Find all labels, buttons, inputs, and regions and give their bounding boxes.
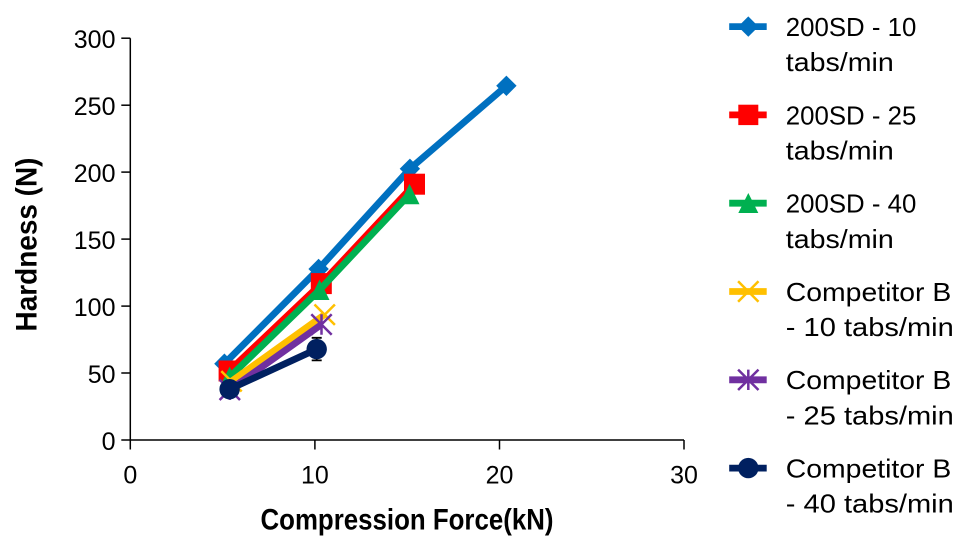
svg-text:- 40 tabs/min: - 40 tabs/min	[786, 489, 954, 519]
svg-text:Competitor B: Competitor B	[786, 454, 952, 484]
svg-text:200SD - 25: 200SD - 25	[786, 100, 917, 130]
svg-text:250: 250	[74, 93, 116, 121]
svg-text:0: 0	[102, 428, 116, 456]
svg-text:Compression Force(kN): Compression Force(kN)	[261, 504, 554, 537]
svg-text:200SD - 10: 200SD - 10	[786, 12, 917, 42]
svg-text:- 10 tabs/min: - 10 tabs/min	[786, 312, 954, 342]
svg-text:- 25 tabs/min: - 25 tabs/min	[786, 400, 954, 430]
svg-text:100: 100	[74, 294, 116, 322]
svg-text:10: 10	[301, 462, 329, 490]
svg-text:300: 300	[74, 26, 116, 54]
svg-text:20: 20	[486, 462, 514, 490]
svg-text:200: 200	[74, 160, 116, 188]
svg-text:200SD - 40: 200SD - 40	[786, 189, 917, 219]
svg-text:50: 50	[88, 361, 116, 389]
svg-text:tabs/min: tabs/min	[786, 47, 894, 77]
svg-text:30: 30	[670, 462, 698, 490]
svg-text:Hardness (N): Hardness (N)	[11, 158, 44, 332]
svg-text:150: 150	[74, 227, 116, 255]
svg-text:tabs/min: tabs/min	[786, 136, 894, 166]
svg-text:Competitor B: Competitor B	[786, 365, 952, 395]
svg-text:tabs/min: tabs/min	[786, 224, 894, 254]
svg-text:0: 0	[123, 462, 137, 490]
svg-text:Competitor B: Competitor B	[786, 277, 952, 307]
